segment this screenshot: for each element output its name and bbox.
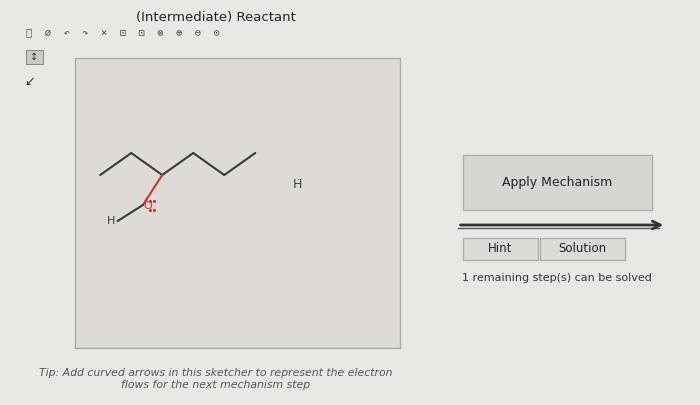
Bar: [75, 58, 400, 348]
Text: ⊹  ⌀  ↶  ↷  ×  ⊡  ⊡  ⊗  ⊕  ⊖  ⊙: ⊹ ⌀ ↶ ↷ × ⊡ ⊡ ⊗ ⊕ ⊖ ⊙: [26, 27, 219, 37]
Text: O: O: [144, 201, 153, 211]
Bar: [540, 238, 625, 260]
Text: ↙: ↙: [25, 75, 35, 88]
Text: 1 remaining step(s) can be solved: 1 remaining step(s) can be solved: [462, 273, 652, 283]
Text: Ḣ̇: Ḣ̇: [293, 179, 302, 192]
Text: ↕: ↕: [30, 52, 38, 62]
Text: Hint: Hint: [488, 243, 512, 256]
Text: (Intermediate) Reactant: (Intermediate) Reactant: [136, 11, 295, 24]
Text: H: H: [107, 216, 116, 226]
Bar: [463, 155, 652, 210]
Text: Tip: Add curved arrows in this sketcher to represent the electron
flows for the : Tip: Add curved arrows in this sketcher …: [38, 368, 392, 390]
Bar: [463, 238, 538, 260]
Bar: [26, 50, 43, 64]
Text: Apply Mechanism: Apply Mechanism: [502, 176, 612, 189]
Text: Solution: Solution: [559, 243, 607, 256]
